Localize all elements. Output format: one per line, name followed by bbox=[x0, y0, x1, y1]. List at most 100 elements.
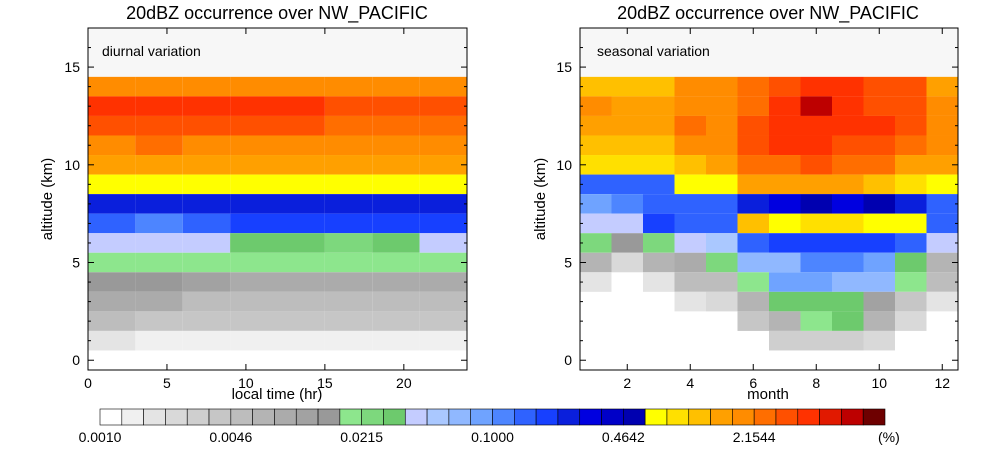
heatmap-cell bbox=[230, 115, 278, 136]
heatmap-cell bbox=[832, 311, 864, 331]
heatmap-cell bbox=[926, 252, 958, 273]
heatmap-cell bbox=[674, 155, 706, 175]
heatmap-cell bbox=[674, 174, 706, 195]
heatmap-cell bbox=[88, 174, 136, 195]
heatmap-cell bbox=[674, 213, 706, 234]
heatmap-cell bbox=[419, 135, 467, 156]
heatmap-cell bbox=[643, 174, 675, 195]
heatmap-cell bbox=[643, 115, 675, 136]
heatmap-cell bbox=[926, 233, 958, 253]
heatmap-cell bbox=[230, 194, 278, 214]
heatmap-cell bbox=[926, 174, 958, 195]
heatmap-cell bbox=[135, 233, 183, 253]
colorbar-swatch bbox=[426, 408, 450, 426]
heatmap-cell bbox=[895, 233, 927, 253]
x-tick-label: 4 bbox=[686, 375, 694, 391]
heatmap-cell bbox=[230, 174, 278, 195]
heatmap-cell bbox=[643, 233, 675, 253]
diurnal-panel: 20dBZ occurrence over NW_PACIFIC diurnal… bbox=[39, 3, 468, 403]
heatmap-cell bbox=[277, 96, 325, 116]
colorbar-swatch bbox=[448, 408, 471, 426]
heatmap-cell bbox=[895, 96, 927, 116]
heatmap-cell bbox=[832, 330, 864, 351]
colorbar-swatch bbox=[710, 408, 733, 426]
colorbar-tick-label: 0.1000 bbox=[471, 429, 514, 445]
heatmap-cell bbox=[88, 76, 136, 97]
x-tick-label: 2 bbox=[623, 375, 631, 391]
heatmap-cell bbox=[832, 291, 864, 312]
x-axis-ticks-seasonal: 2 4 6 8 10 12 bbox=[623, 28, 950, 391]
heatmap-cell bbox=[800, 330, 832, 351]
heatmap-cell bbox=[372, 194, 420, 214]
heatmap-cell bbox=[88, 115, 136, 136]
y-axis-label-seasonal: altitude (km) bbox=[532, 158, 549, 241]
heatmap-cell bbox=[800, 194, 832, 214]
heatmap-cell bbox=[769, 96, 801, 116]
heatmap-cell bbox=[277, 135, 325, 156]
colorbar-swatch bbox=[317, 408, 341, 426]
y-tick-label: 10 bbox=[64, 157, 80, 173]
heatmap-cell bbox=[643, 213, 675, 234]
heatmap-cell bbox=[895, 311, 927, 331]
heatmap-cell bbox=[863, 76, 895, 97]
y-axis-label-diurnal: altitude (km) bbox=[39, 158, 56, 241]
heatmap-cell bbox=[580, 96, 612, 116]
x-tick-label: 15 bbox=[317, 375, 333, 391]
heatmap-cell bbox=[832, 96, 864, 116]
heatmap-cell bbox=[372, 174, 420, 195]
heatmap-cell bbox=[863, 252, 895, 273]
heatmap-cell bbox=[88, 252, 136, 273]
colorbar-swatch bbox=[404, 408, 428, 426]
heatmap-cell bbox=[277, 76, 325, 97]
colorbar-swatch bbox=[514, 408, 537, 426]
heatmap-cell bbox=[135, 213, 183, 234]
colorbar-tick-labels: 0.0010 0.0046 0.0215 0.1000 0.4642 2.1544 bbox=[79, 429, 776, 445]
heatmap-cell bbox=[580, 252, 612, 273]
heatmap-cell bbox=[419, 174, 467, 195]
heatmap-cell bbox=[182, 155, 231, 175]
heatmap-cell bbox=[182, 233, 231, 253]
heatmap-cell bbox=[643, 76, 675, 97]
colorbar-swatch bbox=[252, 408, 275, 426]
heatmap-cell bbox=[277, 213, 325, 234]
x-axis-ticks-diurnal: 0 5 10 15 20 bbox=[84, 28, 412, 391]
heatmap-cell bbox=[324, 194, 373, 214]
colorbar-tick-label: 0.4642 bbox=[602, 429, 645, 445]
heatmap-cell bbox=[135, 252, 183, 273]
colorbar-swatch bbox=[797, 408, 820, 426]
heatmap-cell bbox=[769, 194, 801, 214]
colorbar-swatch bbox=[165, 408, 188, 426]
heatmap-cell bbox=[182, 252, 231, 273]
colorbar-tick-label: 0.0046 bbox=[209, 429, 252, 445]
heatmap-cell bbox=[277, 233, 325, 253]
x-tick-label: 6 bbox=[749, 375, 757, 391]
colorbar-swatch bbox=[732, 408, 755, 426]
heatmap-cell bbox=[706, 252, 738, 273]
heatmap-cell bbox=[611, 194, 643, 214]
heatmap-cell bbox=[372, 115, 420, 136]
heatmap-cell bbox=[895, 174, 927, 195]
heatmap-cell bbox=[230, 311, 278, 331]
heatmap-cell bbox=[674, 233, 706, 253]
heatmap-cell bbox=[895, 155, 927, 175]
heatmap-cell bbox=[895, 291, 927, 312]
colorbar-swatch bbox=[339, 408, 362, 426]
heatmap-cell bbox=[419, 213, 467, 234]
heatmap-cell bbox=[611, 155, 643, 175]
heatmap-cell bbox=[895, 252, 927, 273]
heatmap-cell bbox=[372, 155, 420, 175]
heatmap-cell bbox=[737, 311, 769, 331]
heatmap-cell bbox=[580, 155, 612, 175]
heatmap-cell bbox=[230, 330, 278, 351]
heatmap-cell bbox=[419, 194, 467, 214]
plot-frame-diurnal bbox=[87, 27, 468, 371]
heatmap-cell bbox=[277, 291, 325, 312]
heatmap-cell bbox=[419, 155, 467, 175]
heatmap-cell bbox=[182, 194, 231, 214]
heatmap-cell bbox=[769, 330, 801, 351]
heatmap-cell bbox=[643, 252, 675, 273]
colorbar-swatch bbox=[644, 408, 668, 426]
colorbar-swatch bbox=[361, 408, 384, 426]
x-axis-label-diurnal: local time (hr) bbox=[232, 386, 323, 403]
heatmap-cell bbox=[643, 272, 675, 292]
